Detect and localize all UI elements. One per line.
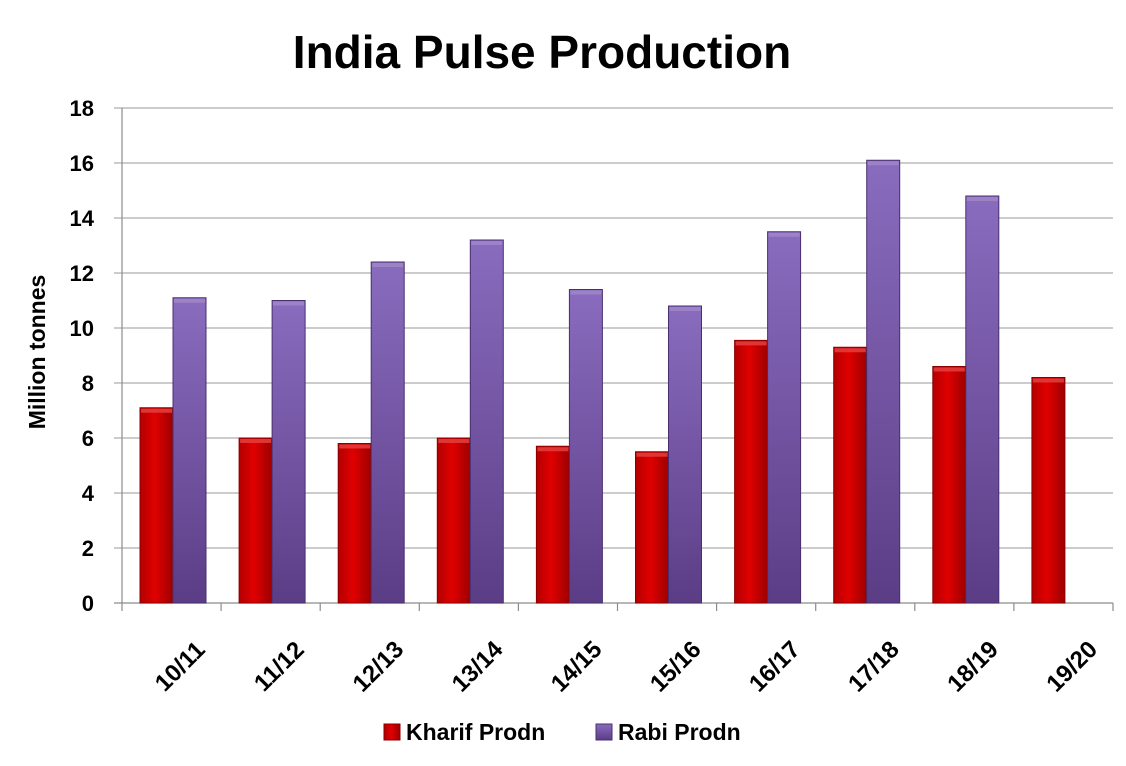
bar-rabi-prodn [469,239,504,604]
bar-kharif-prodn [635,451,669,604]
bars [139,159,1066,604]
bar-kharif-prodn [734,339,769,604]
y-axis-ticks: 0 2 4 6 8 10 12 14 16 18 [70,96,95,616]
bar-top-highlight [240,439,272,443]
chart-title: India Pulse Production [293,26,791,78]
bar-top-highlight [273,301,305,306]
y-tick-label: 12 [70,261,94,286]
bar-top-highlight [438,439,470,443]
bar-top-highlight [735,341,767,346]
bar-kharif-prodn [1031,377,1066,604]
legend-label-rabi: Rabi Prodn [618,719,741,745]
bar-top-highlight [636,452,668,457]
x-tick-label: 14/15 [546,636,608,698]
y-tick-label: 8 [82,371,94,396]
x-tick-label: 13/14 [447,635,509,697]
bar-rabi-prodn [271,300,306,604]
y-tick-label: 14 [70,206,95,231]
legend: Kharif Prodn Rabi Prodn [383,719,741,745]
bar-top-highlight [669,307,701,311]
bar-rabi-prodn [866,159,901,604]
y-tick-label: 18 [70,96,94,121]
bar-kharif-prodn [337,443,372,604]
y-tick-label: 0 [82,591,94,616]
bar-top-highlight [339,444,371,449]
x-axis-ticks: 10/11 11/12 12/13 13/14 14/15 15/16 16/17 17/18… [150,635,1103,697]
bar-rabi-prodn [568,289,603,604]
bar-top-highlight [933,367,965,372]
bar-kharif-prodn [139,407,174,604]
x-tick-label: 11/12 [249,636,310,697]
bar-top-highlight [537,447,569,452]
bar-kharif-prodn [436,437,471,604]
bar-rabi-prodn [767,231,802,604]
y-tick-label: 10 [70,316,94,341]
legend-swatch-rabi [595,723,613,741]
x-tick-label: 12/13 [348,636,410,698]
bar-kharif-prodn [833,346,868,604]
y-axis-label: Million tonnes [24,275,50,430]
bar-top-highlight [174,298,205,303]
y-tick-label: 2 [82,536,94,561]
bar-kharif-prodn [238,437,273,604]
bar-top-highlight [867,161,899,166]
x-tick-label: 18/19 [942,636,1004,698]
legend-label-kharif: Kharif Prodn [406,719,545,745]
bar-top-highlight [1032,378,1064,383]
bar-rabi-prodn [668,305,702,604]
bar-top-highlight [834,348,866,353]
bar-top-highlight [966,197,998,201]
bar-rabi-prodn [370,261,405,604]
bar-rabi-prodn [172,297,207,604]
bar-rabi-prodn [965,195,1000,604]
bar-top-highlight [768,232,800,237]
bar-top-highlight [372,263,404,267]
legend-swatch-kharif [383,723,401,741]
y-tick-label: 16 [70,151,94,176]
bar-top-highlight [570,290,602,295]
bar-kharif-prodn [535,445,570,604]
y-tick-label: 6 [82,426,94,451]
bar-top-highlight [471,241,503,245]
x-tick-label: 19/20 [1041,636,1103,698]
x-tick-label: 10/11 [150,636,211,697]
x-tick-label: 16/17 [744,636,806,698]
bar-top-highlight [141,408,172,413]
y-tick-label: 4 [82,481,95,506]
x-tick-label: 17/18 [843,636,905,698]
bar-kharif-prodn [932,366,967,604]
x-tick-label: 15/16 [645,636,707,698]
